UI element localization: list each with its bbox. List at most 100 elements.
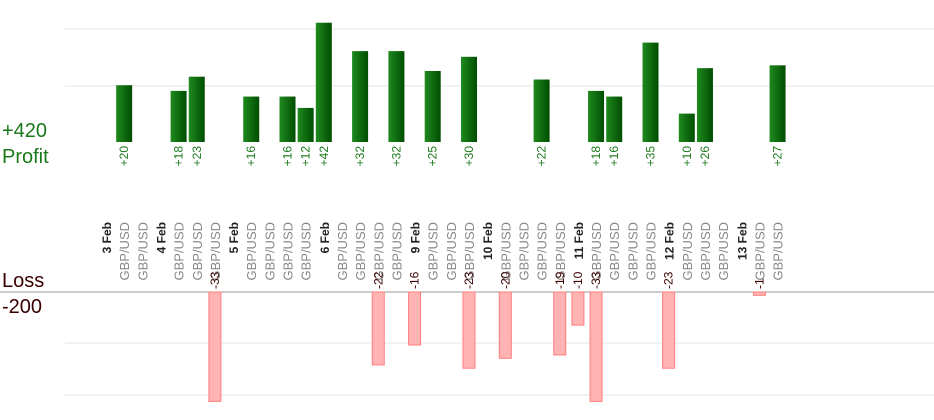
pair-label: GBP/USD [371, 222, 386, 281]
profit-bars-group [116, 22, 786, 143]
date-label: 11 Feb [572, 222, 586, 259]
pair-label: GBP/USD [389, 222, 404, 281]
loss-total-label: -200 [2, 296, 42, 318]
profit-bar [388, 51, 405, 143]
profit-bar [116, 85, 133, 142]
loss-value-label: -23 [462, 271, 476, 289]
pair-label: GBP/USD [353, 222, 368, 281]
loss-value-label: -16 [408, 271, 422, 289]
loss-title: Loss [2, 270, 44, 292]
loss-value-label: -22 [371, 271, 385, 289]
profit-value-label: +16 [244, 146, 258, 167]
date-label: 12 Feb [663, 222, 677, 260]
profit-bar [533, 79, 550, 142]
loss-bar [408, 291, 422, 346]
loss-bar [752, 291, 766, 296]
loss-value-label: -33 [589, 271, 603, 289]
profit-value-label: +23 [190, 146, 204, 167]
pair-label: GBP/USD [244, 222, 259, 281]
date-label: 5 Feb [227, 222, 241, 253]
profit-value-label: +16 [607, 146, 621, 167]
pair-label: GBP/USD [117, 222, 132, 281]
loss-bar [208, 291, 222, 402]
profit-bar [297, 107, 314, 142]
profit-total-label: +420 [2, 120, 47, 142]
loss-value-labels-group: -33 -22 -16 -23 -20 -19 -10 -33 -23 -1 [208, 271, 767, 289]
pair-label: GBP/USD [498, 222, 513, 281]
pair-label: GBP/USD [462, 222, 477, 281]
profit-value-label: +35 [644, 146, 658, 167]
profit-value-label: +27 [771, 146, 785, 167]
pair-label: GBP/USD [607, 222, 622, 281]
profit-bar [678, 113, 695, 142]
profit-bar [696, 68, 713, 142]
pair-label: GBP/USD [752, 222, 767, 281]
profit-value-label: +20 [117, 146, 131, 167]
profit-bar [424, 71, 441, 142]
pair-label: GBP/USD [625, 222, 640, 281]
pair-label: GBP/USD [698, 222, 713, 281]
profit-bar [279, 96, 296, 142]
profit-value-labels-group: +20 +18 +23 +16 +16 +12 +42 +32 +32 +25 +30 +22 +18 +… [117, 146, 784, 167]
profit-value-label: +22 [535, 146, 549, 167]
profit-bar [188, 76, 205, 142]
profit-bar [461, 56, 477, 142]
pair-label: GBP/USD [644, 222, 659, 281]
pair-label: GBP/USD [281, 222, 296, 281]
pair-label: GBP/USD [535, 222, 550, 281]
category-labels-group: 3 Feb GBP/USD GBP/USD 4 Feb GBP/USD GBP/USD GB… [100, 222, 786, 281]
pair-label: GBP/USD [172, 222, 187, 281]
profit-bar [315, 22, 332, 142]
profit-value-label: +18 [172, 146, 186, 167]
pair-label: GBP/USD [190, 222, 205, 281]
profit-value-label: +10 [680, 146, 694, 167]
pair-label: GBP/USD [589, 222, 604, 281]
pair-label: GBP/USD [680, 222, 695, 281]
loss-bar [462, 291, 476, 369]
loss-bar [498, 291, 512, 359]
date-label: 10 Feb [481, 222, 495, 260]
pair-label: GBP/USD [553, 222, 568, 281]
loss-value-label: -10 [571, 271, 585, 289]
loss-bar [371, 291, 385, 366]
profit-value-label: +30 [462, 146, 476, 167]
profit-title: Profit [2, 146, 49, 168]
loss-value-label: -23 [662, 271, 676, 289]
pair-label: GBP/USD [716, 222, 731, 281]
profit-bar [642, 42, 659, 142]
loss-bar [571, 291, 585, 326]
profit-value-label: +12 [299, 146, 313, 167]
profit-value-label: +32 [353, 146, 367, 167]
profit-bar [243, 96, 260, 142]
loss-bars-group [208, 291, 766, 402]
profit-value-label: +25 [426, 146, 440, 167]
date-label: 13 Feb [735, 222, 749, 260]
loss-bar [589, 291, 603, 402]
profit-bar [352, 51, 369, 143]
pair-label: GBP/USD [335, 222, 350, 281]
profit-value-label: +16 [281, 146, 295, 167]
profit-bar [170, 90, 187, 142]
profit-bar [606, 96, 623, 142]
loss-bar [553, 291, 567, 356]
profit-bar [588, 90, 605, 142]
pair-label: GBP/USD [444, 222, 459, 281]
pair-label: GBP/USD [208, 222, 223, 281]
pair-label: GBP/USD [516, 222, 531, 281]
profit-bar [769, 65, 786, 142]
profit-value-label: +42 [317, 146, 331, 167]
date-label: 9 Feb [409, 222, 423, 253]
pair-label: GBP/USD [426, 222, 441, 281]
pair-label: GBP/USD [135, 222, 150, 281]
loss-value-label: -19 [553, 271, 567, 289]
pair-label: GBP/USD [262, 222, 277, 281]
profit-value-label: +26 [698, 146, 712, 167]
profit-value-label: +32 [389, 146, 403, 167]
date-label: 6 Feb [318, 222, 332, 253]
date-label: 3 Feb [100, 222, 114, 253]
profit-value-label: +18 [589, 146, 603, 167]
loss-value-label: -1 [752, 278, 766, 289]
loss-value-label: -20 [498, 271, 512, 289]
